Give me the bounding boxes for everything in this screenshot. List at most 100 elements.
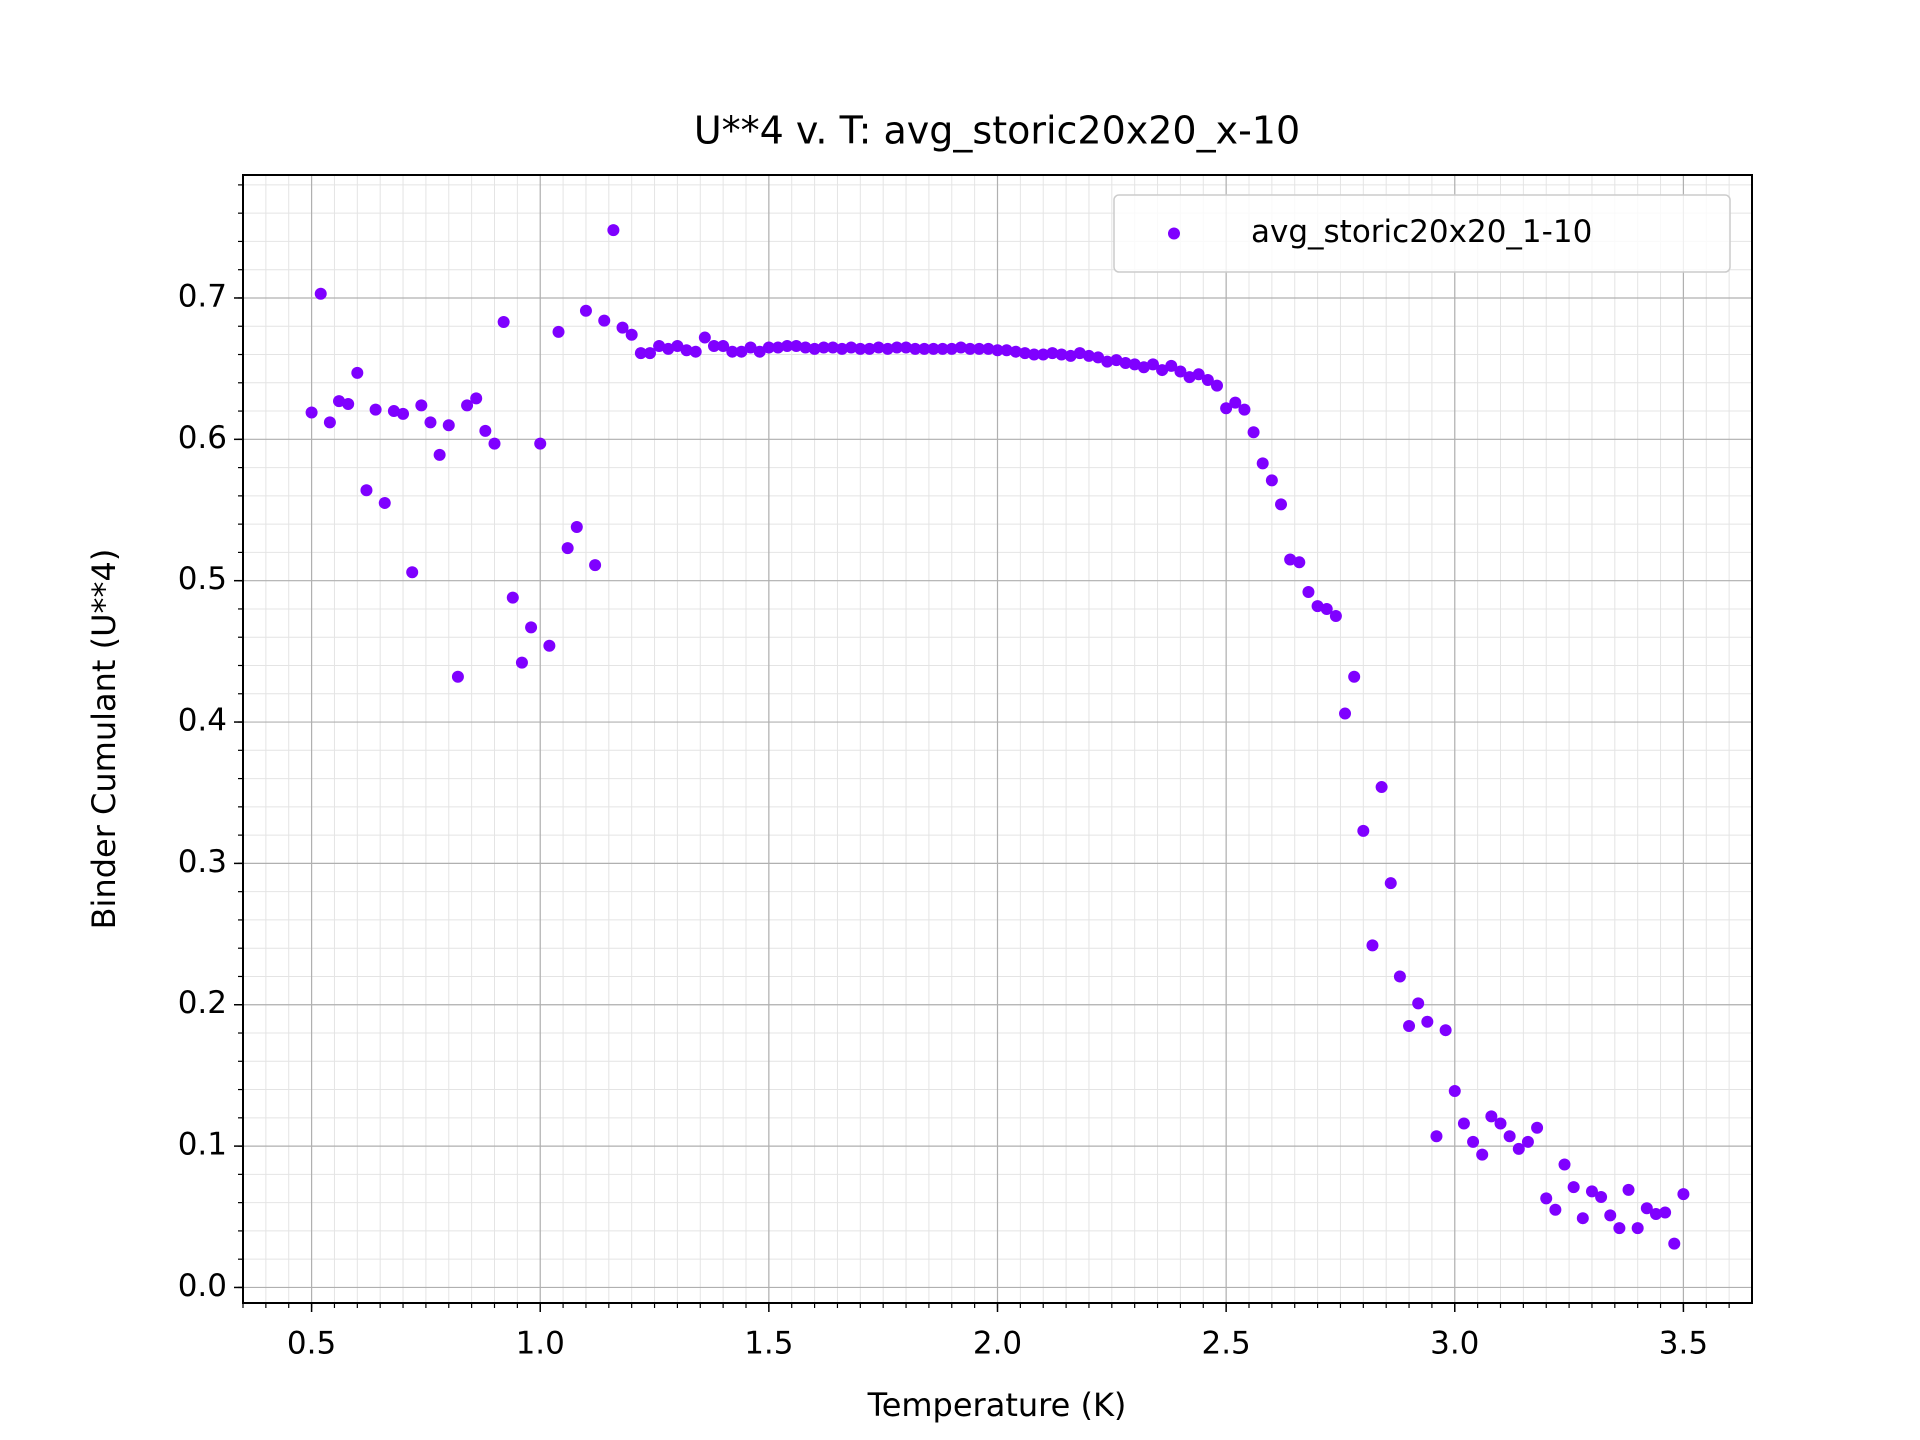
point xyxy=(973,342,986,355)
x-tick-label: 2.0 xyxy=(973,1326,1022,1362)
point xyxy=(707,340,720,353)
point xyxy=(936,342,949,355)
point xyxy=(1293,556,1306,569)
point xyxy=(1220,402,1233,415)
point xyxy=(1595,1190,1608,1203)
point xyxy=(918,342,931,355)
point xyxy=(598,314,611,327)
point xyxy=(1622,1183,1635,1196)
point xyxy=(1192,368,1205,381)
point xyxy=(1009,345,1022,358)
point xyxy=(1494,1117,1507,1130)
point xyxy=(1457,1117,1470,1130)
point xyxy=(342,397,355,410)
x-tick-label: 3.0 xyxy=(1430,1326,1479,1362)
x-tick-label: 1.5 xyxy=(744,1326,793,1362)
point xyxy=(479,424,492,437)
point xyxy=(1348,670,1361,683)
point xyxy=(927,342,940,355)
point xyxy=(369,403,382,416)
point xyxy=(1649,1207,1662,1220)
point xyxy=(1430,1130,1443,1143)
point xyxy=(1320,602,1333,615)
point xyxy=(680,344,693,357)
point xyxy=(634,347,647,360)
point xyxy=(964,342,977,355)
point xyxy=(653,340,666,353)
point xyxy=(1275,498,1288,511)
point xyxy=(982,342,995,355)
point xyxy=(1613,1222,1626,1235)
point xyxy=(1037,348,1050,361)
y-axis-label: Binder Cumulant (U**4) xyxy=(85,549,123,930)
point xyxy=(1485,1110,1498,1123)
point xyxy=(488,437,501,450)
y-tick-label: 0.5 xyxy=(178,561,227,597)
point xyxy=(1503,1130,1516,1143)
point xyxy=(625,328,638,341)
point xyxy=(378,496,391,509)
chart-title: U**4 v. T: avg_storic20x20_x-10 xyxy=(694,109,1300,153)
point xyxy=(1284,553,1297,566)
point xyxy=(1156,364,1169,377)
point xyxy=(360,484,373,497)
point xyxy=(1549,1203,1562,1216)
point xyxy=(589,559,602,572)
point xyxy=(662,342,675,355)
point xyxy=(1448,1084,1461,1097)
point xyxy=(1640,1202,1653,1215)
point xyxy=(881,342,894,355)
point xyxy=(753,345,766,358)
point xyxy=(799,341,812,354)
point xyxy=(836,342,849,355)
point xyxy=(790,340,803,353)
point xyxy=(909,342,922,355)
point xyxy=(1183,371,1196,384)
point xyxy=(1403,1019,1416,1032)
point xyxy=(1073,347,1086,360)
point xyxy=(333,395,346,408)
point xyxy=(1119,357,1132,369)
point xyxy=(1028,348,1041,361)
y-tick-label: 0.6 xyxy=(178,420,227,456)
legend-box xyxy=(1113,194,1731,273)
point xyxy=(1247,426,1260,439)
point xyxy=(579,304,592,317)
point xyxy=(525,621,538,634)
point xyxy=(1146,358,1159,371)
point xyxy=(1421,1015,1434,1028)
point xyxy=(1018,347,1031,360)
point xyxy=(397,407,410,420)
point xyxy=(1055,348,1068,361)
point xyxy=(1521,1135,1534,1148)
point xyxy=(1101,355,1114,368)
point xyxy=(314,287,327,300)
point xyxy=(561,542,574,555)
point xyxy=(1238,403,1251,416)
x-tick-label: 3.5 xyxy=(1659,1326,1708,1362)
point xyxy=(1210,379,1223,392)
point xyxy=(552,325,565,338)
point xyxy=(1439,1024,1452,1037)
point xyxy=(1540,1192,1553,1205)
point xyxy=(1256,457,1269,470)
point xyxy=(515,656,528,669)
point xyxy=(406,566,419,579)
point xyxy=(726,345,739,358)
point xyxy=(1558,1158,1571,1171)
point xyxy=(991,344,1004,357)
point xyxy=(1476,1148,1489,1161)
point xyxy=(1265,474,1278,487)
point xyxy=(854,342,867,355)
point xyxy=(442,419,455,432)
point xyxy=(1467,1135,1480,1148)
point xyxy=(1229,396,1242,409)
point xyxy=(323,416,336,429)
point xyxy=(1604,1209,1617,1222)
point xyxy=(1585,1185,1598,1198)
x-axis-label: Temperature (K) xyxy=(867,1386,1127,1424)
point xyxy=(433,448,446,461)
point xyxy=(470,392,483,405)
point xyxy=(1384,877,1397,890)
